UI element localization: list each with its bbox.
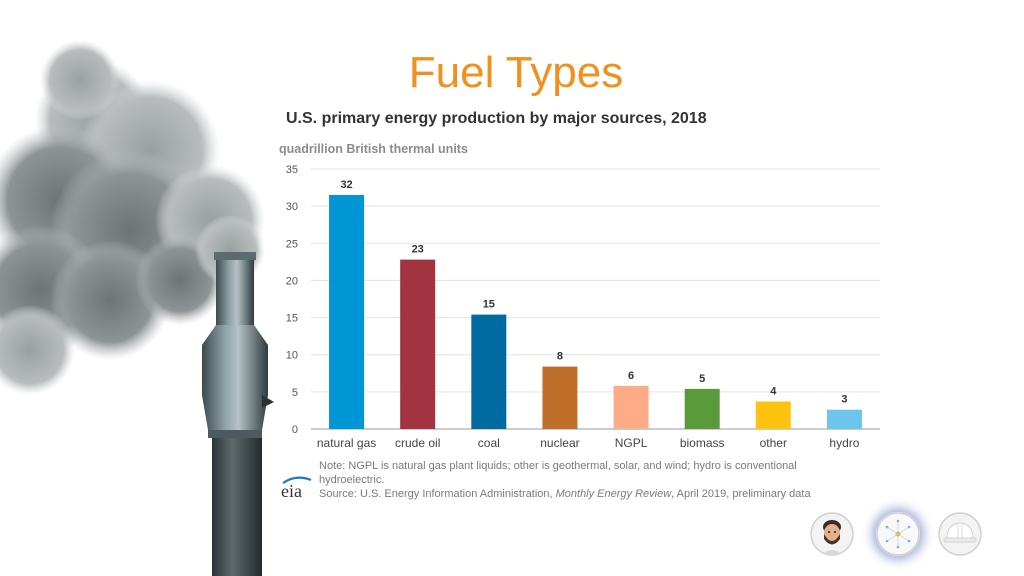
- participant-avatar-atom[interactable]: [876, 512, 920, 556]
- data-label: 8: [557, 351, 563, 363]
- slide-title: Fuel Types: [408, 48, 624, 97]
- bar: [613, 385, 649, 429]
- participant-avatar-hardhat[interactable]: [938, 512, 982, 556]
- man-with-beard-avatar-icon: [810, 512, 854, 556]
- x-category-label: NGPL: [615, 436, 648, 450]
- source-prefix: Source: U.S. Energy Information Administ…: [319, 488, 556, 500]
- y-tick-label: 25: [286, 238, 298, 250]
- data-label: 5: [699, 373, 705, 385]
- chart-footnote: Note: NGPL is natural gas plant liquids;…: [319, 459, 839, 501]
- y-tick-label: 20: [286, 275, 298, 287]
- eia-logo-text: eia: [281, 481, 302, 500]
- atom-avatar-icon: [876, 512, 920, 556]
- bar: [471, 314, 507, 429]
- x-category-label: natural gas: [317, 436, 376, 450]
- bar: [684, 388, 720, 429]
- hard-hat-avatar-icon: [938, 512, 982, 556]
- x-category-label: crude oil: [395, 436, 440, 450]
- bar: [826, 409, 862, 429]
- y-axis-unit-label: quadrillion British thermal units: [279, 142, 468, 156]
- x-category-label: coal: [478, 436, 500, 450]
- y-tick-label: 15: [286, 313, 298, 325]
- data-label: 23: [412, 244, 424, 256]
- data-label: 4: [770, 386, 777, 398]
- data-label: 15: [483, 299, 495, 311]
- source-title: Monthly Energy Review: [555, 488, 672, 500]
- x-category-label: nuclear: [540, 436, 579, 450]
- y-tick-label: 35: [286, 164, 298, 176]
- chart-title: U.S. primary energy production by major …: [286, 110, 707, 127]
- x-category-label: biomass: [680, 436, 725, 450]
- y-tick-label: 5: [292, 387, 298, 399]
- footnote-note: Note: NGPL is natural gas plant liquids;…: [319, 460, 797, 486]
- data-label: 6: [628, 370, 634, 382]
- bar: [542, 366, 578, 429]
- bar: [755, 401, 791, 429]
- x-category-label: other: [760, 436, 787, 450]
- bar: [329, 195, 365, 429]
- data-label: 32: [340, 179, 352, 191]
- bar: [400, 259, 436, 429]
- data-label: 3: [841, 394, 847, 406]
- chimney: [202, 252, 274, 576]
- y-tick-label: 30: [286, 201, 298, 213]
- smokestack-image: [0, 40, 274, 576]
- x-category-label: hydro: [829, 436, 859, 450]
- eia-logo: eia: [281, 476, 312, 500]
- y-tick-label: 0: [292, 424, 298, 436]
- footnote-source: Source: U.S. Energy Information Administ…: [319, 487, 839, 501]
- smoke-cloud: [0, 40, 265, 395]
- source-suffix: , April 2019, preliminary data: [671, 488, 811, 500]
- y-tick-label: 10: [286, 350, 298, 362]
- participant-avatar-man[interactable]: [810, 512, 854, 556]
